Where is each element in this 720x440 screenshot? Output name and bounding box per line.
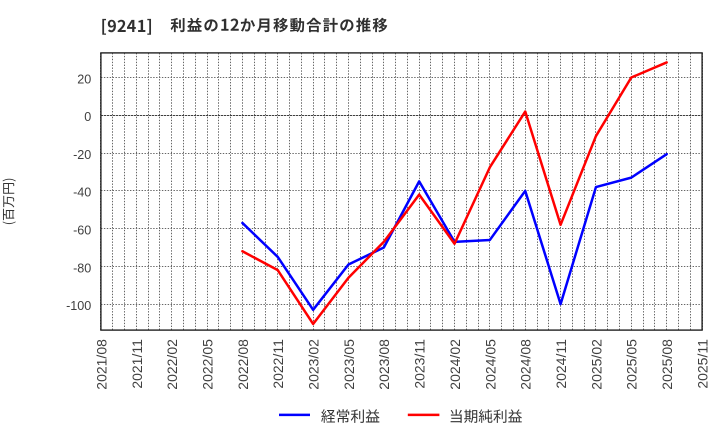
svg-text:-20: -20 <box>73 148 91 162</box>
svg-text:-80: -80 <box>73 261 91 275</box>
svg-text:2022/02: 2022/02 <box>164 339 180 390</box>
svg-text:2023/08: 2023/08 <box>376 339 392 390</box>
svg-text:2022/11: 2022/11 <box>270 339 286 389</box>
svg-text:2024/02: 2024/02 <box>447 339 463 390</box>
svg-text:2021/08: 2021/08 <box>93 339 109 390</box>
svg-text:2025/05: 2025/05 <box>624 339 640 390</box>
svg-text:2025/11: 2025/11 <box>694 339 710 389</box>
svg-text:2023/05: 2023/05 <box>341 339 357 390</box>
svg-text:2022/05: 2022/05 <box>199 339 215 390</box>
svg-text:-100: -100 <box>66 299 91 313</box>
svg-text:0: 0 <box>84 110 91 124</box>
svg-text:2023/11: 2023/11 <box>412 339 428 389</box>
svg-text:-40: -40 <box>73 186 91 200</box>
svg-text:2025/02: 2025/02 <box>588 339 604 390</box>
svg-text:2024/11: 2024/11 <box>553 339 569 389</box>
svg-text:2023/02: 2023/02 <box>306 339 322 390</box>
svg-text:20: 20 <box>77 72 91 86</box>
svg-text:2025/08: 2025/08 <box>659 339 675 390</box>
svg-text:2024/08: 2024/08 <box>518 339 534 390</box>
svg-text:2024/05: 2024/05 <box>482 339 498 390</box>
svg-text:2021/11: 2021/11 <box>129 339 145 389</box>
svg-text:-60: -60 <box>73 224 91 238</box>
svg-text:2022/08: 2022/08 <box>235 339 251 390</box>
